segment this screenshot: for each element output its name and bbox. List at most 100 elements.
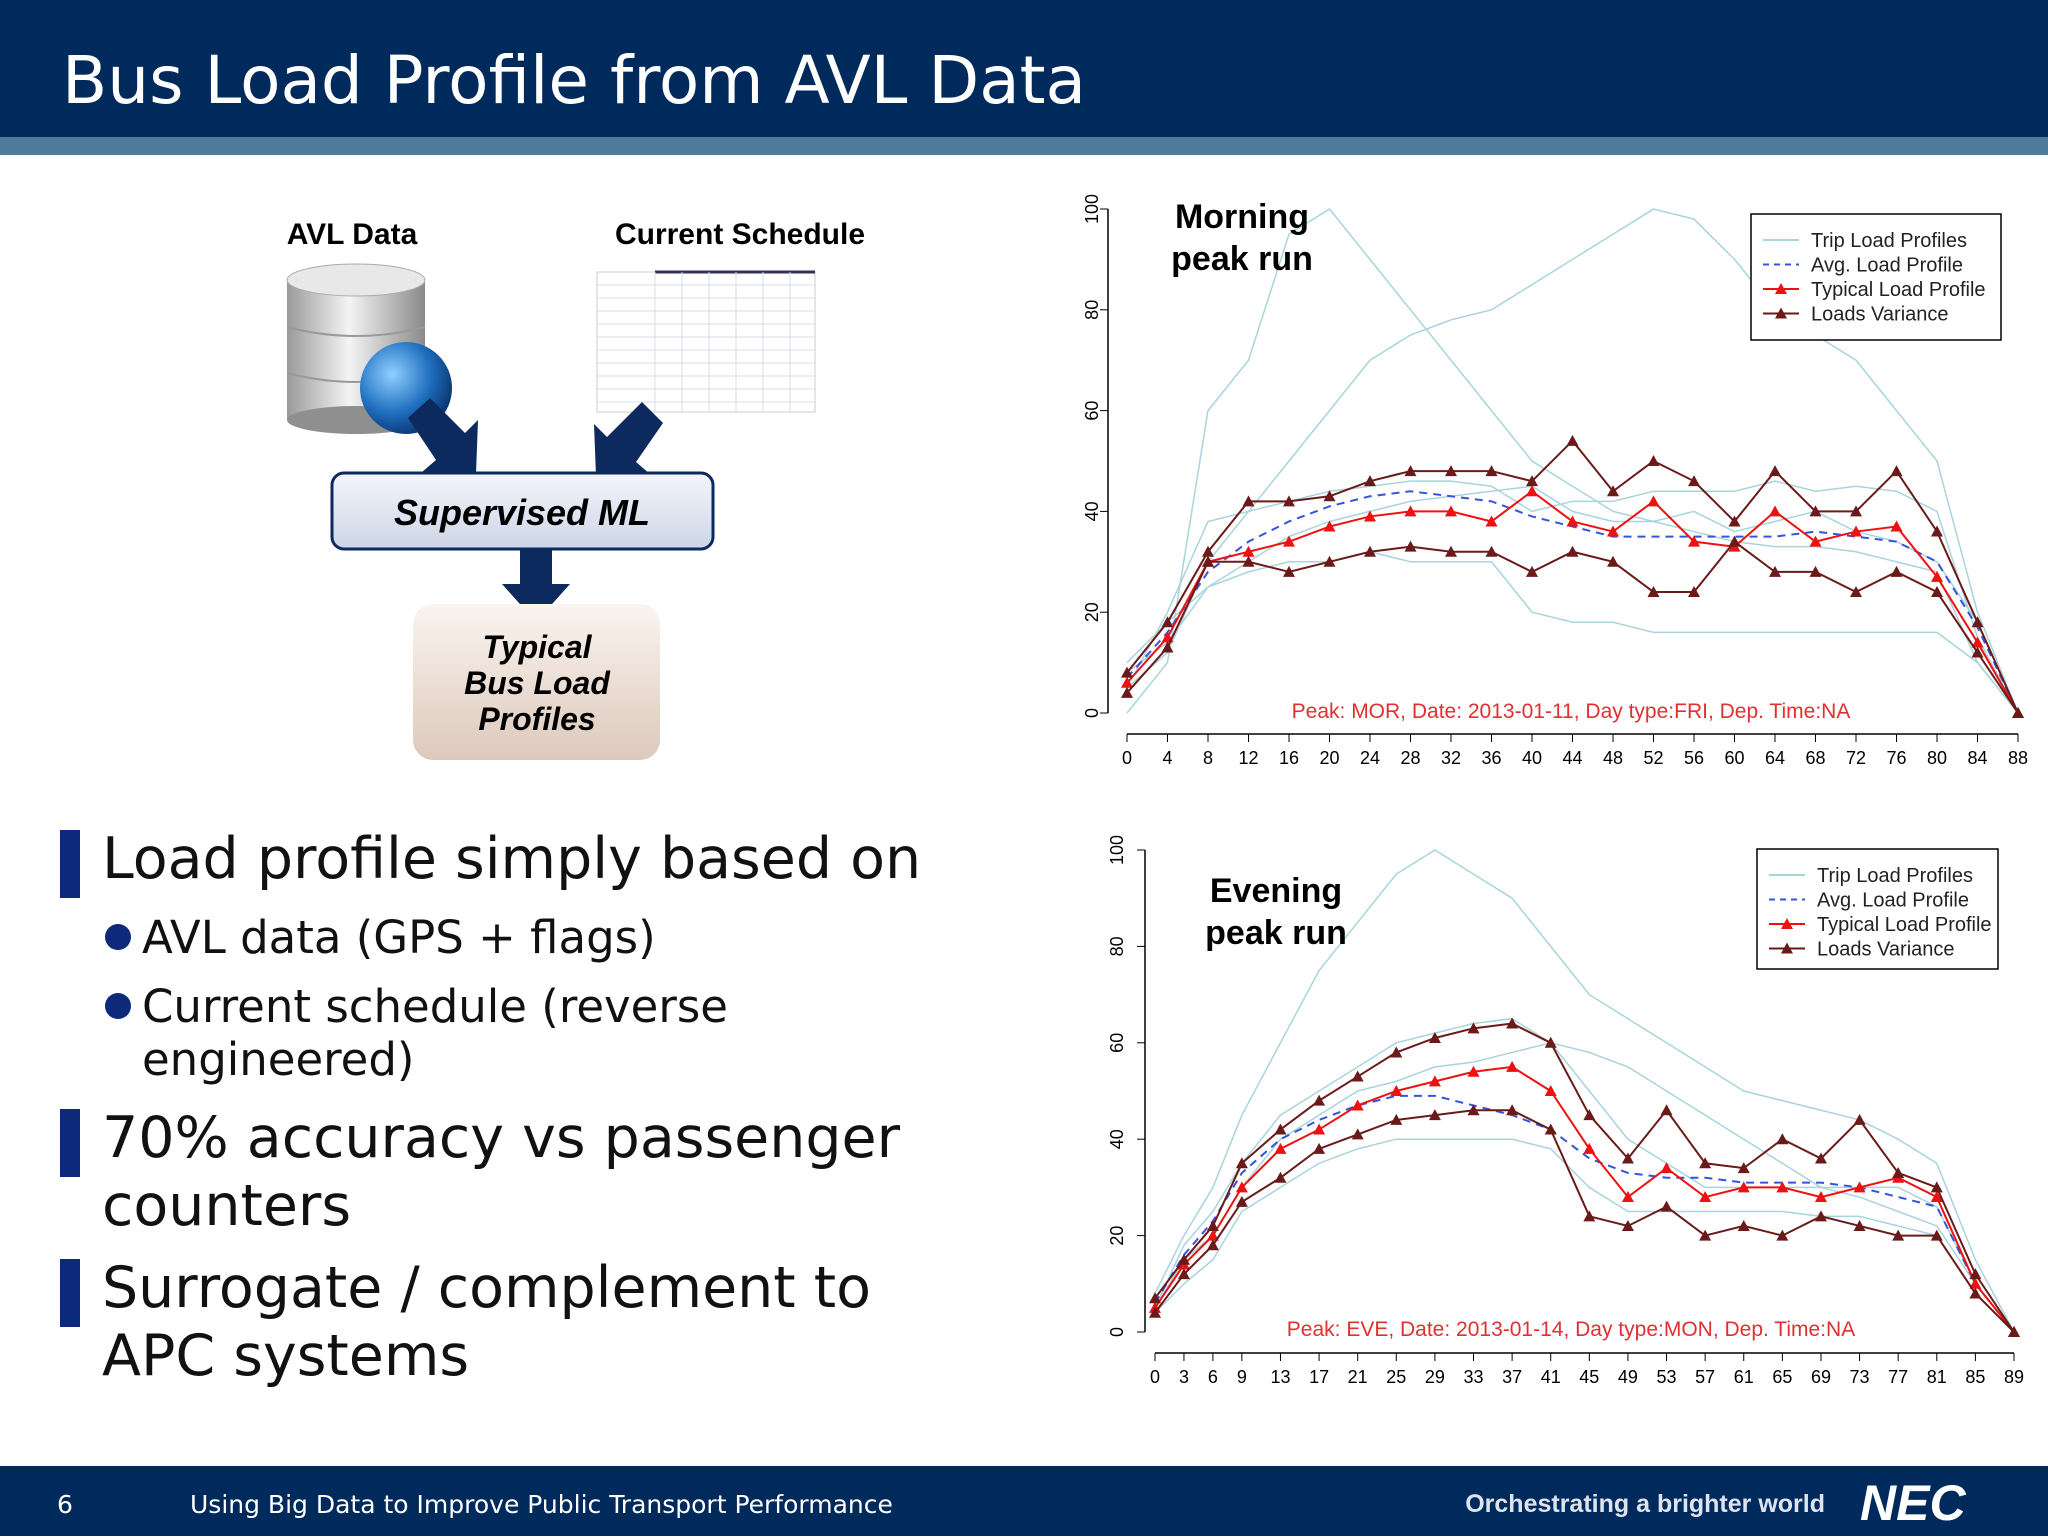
chart-note: Peak: EVE, Date: 2013-01-14, Day type:MO…: [1287, 1318, 1855, 1341]
marker: [1728, 535, 1741, 547]
marker: [1566, 434, 1579, 446]
page-number: 6: [57, 1490, 73, 1519]
marker: [1892, 1229, 1905, 1241]
header-strip: [0, 137, 2048, 155]
bullet-marker: [60, 1109, 80, 1177]
legend-marker: [1775, 283, 1787, 294]
marker: [1283, 565, 1295, 577]
marker: [1526, 565, 1538, 577]
marker: [1428, 1075, 1441, 1087]
y-tick-label: 40: [1107, 1129, 1127, 1149]
marker: [1607, 485, 1619, 497]
marker: [1235, 1157, 1248, 1169]
x-tick-label: 8: [1203, 748, 1213, 768]
chart-note: Peak: MOR, Date: 2013-01-11, Day type:FR…: [1292, 700, 1851, 723]
data-line: [1126, 480, 2019, 714]
marker: [1544, 1036, 1557, 1048]
marker: [1737, 1181, 1750, 1193]
marker: [1404, 540, 1417, 552]
x-tick-label: 24: [1360, 748, 1380, 768]
x-tick-label: 21: [1348, 1367, 1368, 1387]
marker: [1566, 515, 1579, 527]
legend-label: Typical Load Profile: [1811, 279, 1986, 301]
marker: [1892, 1166, 1905, 1178]
marker: [1323, 490, 1336, 502]
y-tick-label: 60: [1107, 1033, 1127, 1053]
x-tick-label: 40: [1522, 748, 1542, 768]
chart-label: Morning: [1175, 198, 1309, 236]
marker: [1445, 545, 1457, 557]
marker: [1526, 485, 1538, 497]
y-tick-label: 40: [1082, 501, 1102, 521]
marker: [1583, 1109, 1596, 1121]
data-line: [1154, 1094, 2015, 1333]
marker: [1769, 565, 1781, 577]
marker: [1621, 1191, 1634, 1203]
tagline: Orchestrating a brighter world: [1465, 1490, 1825, 1518]
marker: [1404, 465, 1417, 477]
marker: [1274, 1142, 1287, 1154]
marker: [1206, 1229, 1219, 1241]
y-tick-label: 0: [1082, 708, 1102, 718]
marker: [1776, 1181, 1789, 1193]
marker: [1566, 545, 1579, 557]
marker: [1177, 1253, 1190, 1265]
x-tick-label: 44: [1562, 748, 1582, 768]
marker: [1583, 1210, 1596, 1222]
y-tick-label: 100: [1082, 194, 1102, 224]
marker: [1428, 1109, 1441, 1121]
x-tick-label: 49: [1618, 1367, 1638, 1387]
marker: [1890, 520, 1903, 532]
marker: [1621, 1219, 1634, 1231]
x-tick-label: 16: [1279, 748, 1299, 768]
header-band: [0, 0, 2048, 137]
marker: [1351, 1128, 1364, 1140]
x-tick-label: 9: [1237, 1367, 1247, 1387]
marker: [1242, 495, 1255, 507]
marker: [1930, 1191, 1943, 1203]
source-label: AVL Data: [287, 218, 418, 251]
marker: [1931, 570, 1943, 582]
x-tick-label: 72: [1846, 748, 1866, 768]
marker: [1853, 1219, 1866, 1231]
marker: [1313, 1123, 1326, 1135]
marker: [1351, 1099, 1364, 1111]
marker: [1313, 1142, 1326, 1154]
marker: [1850, 505, 1862, 517]
marker: [1467, 1104, 1480, 1116]
marker: [1485, 465, 1498, 477]
marker: [1930, 1181, 1943, 1193]
bullet-dot: [105, 993, 131, 1019]
x-tick-label: 73: [1850, 1367, 1870, 1387]
data-line: [1154, 1109, 2015, 1333]
marker: [1202, 555, 1214, 567]
marker: [1283, 535, 1295, 547]
marker: [1931, 525, 1943, 537]
marker: [1445, 465, 1457, 477]
marker: [1485, 515, 1498, 527]
marker: [1242, 545, 1255, 557]
x-tick-label: 17: [1309, 1367, 1329, 1387]
data-line: [1126, 550, 2019, 714]
arrow: [408, 398, 478, 474]
marker: [1177, 1268, 1190, 1280]
bullet-text: APC systems: [102, 1323, 469, 1389]
bullet-marker: [60, 830, 80, 898]
x-tick-label: 84: [1967, 748, 1987, 768]
y-tick-label: 20: [1082, 602, 1102, 622]
bullet-text: counters: [102, 1173, 351, 1239]
marker: [1728, 515, 1741, 527]
x-tick-label: 88: [2008, 748, 2028, 768]
marker: [1274, 1123, 1287, 1135]
marker: [1647, 586, 1660, 598]
marker: [1506, 1104, 1519, 1116]
data-line: [1126, 208, 2019, 714]
marker: [1814, 1152, 1827, 1164]
marker: [1390, 1113, 1403, 1125]
bullet-text: engineered): [142, 1033, 414, 1086]
x-tick-label: 77: [1888, 1367, 1908, 1387]
process-label: Supervised ML: [394, 492, 650, 533]
x-tick-label: 28: [1400, 748, 1420, 768]
marker: [1737, 1219, 1750, 1231]
source-label: Current Schedule: [615, 218, 865, 251]
